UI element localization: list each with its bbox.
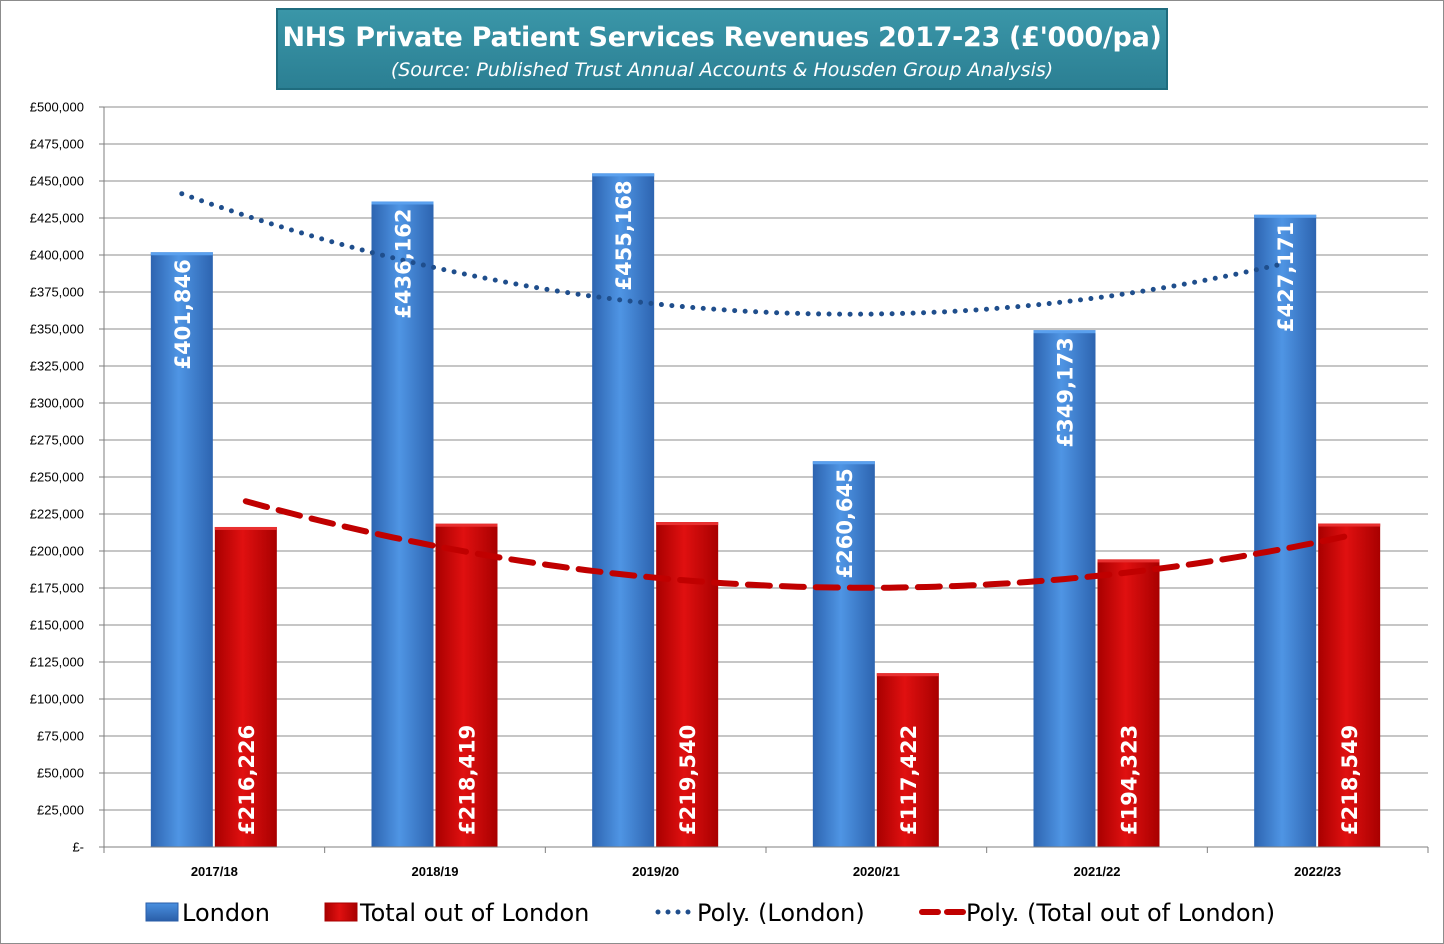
bar-out-of-london-top <box>435 523 498 527</box>
bar-london-top <box>812 461 875 465</box>
bars <box>150 173 1381 848</box>
bar-london-top <box>150 252 213 256</box>
chart-title-box: NHS Private Patient Services Revenues 20… <box>276 8 1168 90</box>
x-tick-label: 2021/22 <box>1074 864 1121 879</box>
legend-swatch-london <box>145 902 179 922</box>
y-tick-label: £300,000 <box>30 396 84 411</box>
x-tick-label: 2020/21 <box>853 864 900 879</box>
data-label-out-of-london: £218,549 <box>1338 725 1362 835</box>
y-tick-label: £350,000 <box>30 322 84 337</box>
bar-london <box>812 461 875 847</box>
bar-out-of-london <box>214 526 277 847</box>
data-label-london: £260,645 <box>833 468 857 578</box>
data-label-london: £401,846 <box>171 259 195 369</box>
x-axis: 2017/18 2018/19 2019/20 2020/21 2021/22 2022/… <box>103 846 1429 879</box>
y-tick-label: £200,000 <box>30 544 84 559</box>
y-tick-label: £500,000 <box>30 100 84 115</box>
legend-label-london: London <box>182 899 270 927</box>
y-tick-label: £175,000 <box>30 581 84 596</box>
y-tick-label: £425,000 <box>30 211 84 226</box>
bar-london-top <box>1254 214 1317 218</box>
x-tick-label: 2022/23 <box>1294 864 1341 879</box>
bar-out-of-london-top <box>214 526 277 530</box>
y-tick-label: £475,000 <box>30 137 84 152</box>
data-label-london: £427,171 <box>1274 222 1298 332</box>
chart-title: NHS Private Patient Services Revenues 20… <box>282 22 1162 53</box>
legend-swatch-out-of-london <box>324 902 358 922</box>
data-label-out-of-london: £194,323 <box>1118 725 1142 835</box>
bar-london <box>371 201 434 848</box>
legend-label-out-of-london: Total out of London <box>359 899 589 927</box>
bar-out-of-london-top <box>656 522 719 526</box>
y-tick-label: £375,000 <box>30 285 84 300</box>
y-tick-label: £250,000 <box>30 470 84 485</box>
trendline-out-of-london <box>242 498 1353 591</box>
bar-out-of-london-top <box>1097 559 1160 563</box>
bar-london <box>150 252 213 847</box>
trendline-london <box>179 191 1288 317</box>
legend: London Total out of London Poly. (London) P… <box>145 899 1275 927</box>
legend-label-poly-out-of-london: Poly. (Total out of London) <box>966 899 1275 927</box>
data-label-out-of-london: £219,540 <box>676 725 700 835</box>
data-label-out-of-london: £117,422 <box>897 725 921 835</box>
bar-out-of-london <box>1318 523 1381 847</box>
bar-out-of-london <box>876 673 939 847</box>
y-tick-label: £325,000 <box>30 359 84 374</box>
bar-london-top <box>592 173 655 177</box>
y-tick-label: £75,000 <box>37 729 84 744</box>
y-tick-label: £225,000 <box>30 507 84 522</box>
y-tick-label: £100,000 <box>30 692 84 707</box>
y-tick-label: £25,000 <box>37 803 84 818</box>
bar-london-top <box>1033 330 1096 334</box>
y-tick-label: £- <box>72 840 84 855</box>
legend-label-poly-london: Poly. (London) <box>697 899 865 927</box>
bar-london <box>592 173 655 847</box>
trendlines <box>179 191 1353 591</box>
data-label-london: £455,168 <box>612 180 636 290</box>
data-labels: £401,846 £436,162 £455,168 £260,645 £349,173… <box>171 180 1362 835</box>
y-tick-label: £150,000 <box>30 618 84 633</box>
y-tick-label: £125,000 <box>30 655 84 670</box>
data-label-london: £349,173 <box>1054 337 1078 447</box>
bar-london <box>1254 214 1317 847</box>
y-axis: £- £25,000 £50,000 £75,000 £100,000 £125,000 £… <box>30 100 105 855</box>
chart-subtitle: (Source: Published Trust Annual Accounts… <box>390 59 1054 81</box>
x-tick-label: 2018/19 <box>412 864 459 879</box>
x-tick-label: 2017/18 <box>191 864 238 879</box>
data-label-london: £436,162 <box>392 208 416 318</box>
bar-out-of-london-top <box>876 673 939 677</box>
data-label-out-of-london: £216,226 <box>235 725 259 835</box>
bar-london-top <box>371 201 434 205</box>
bar-out-of-london <box>1097 559 1160 847</box>
gridlines <box>104 106 1428 811</box>
x-tick-label: 2019/20 <box>632 864 679 879</box>
y-tick-label: £450,000 <box>30 174 84 189</box>
data-label-out-of-london: £218,419 <box>456 725 480 835</box>
y-tick-label: £50,000 <box>37 766 84 781</box>
bar-london <box>1033 330 1096 847</box>
y-tick-label: £275,000 <box>30 433 84 448</box>
y-tick-label: £400,000 <box>30 248 84 263</box>
bar-out-of-london-top <box>1318 523 1381 527</box>
bar-out-of-london <box>435 523 498 847</box>
